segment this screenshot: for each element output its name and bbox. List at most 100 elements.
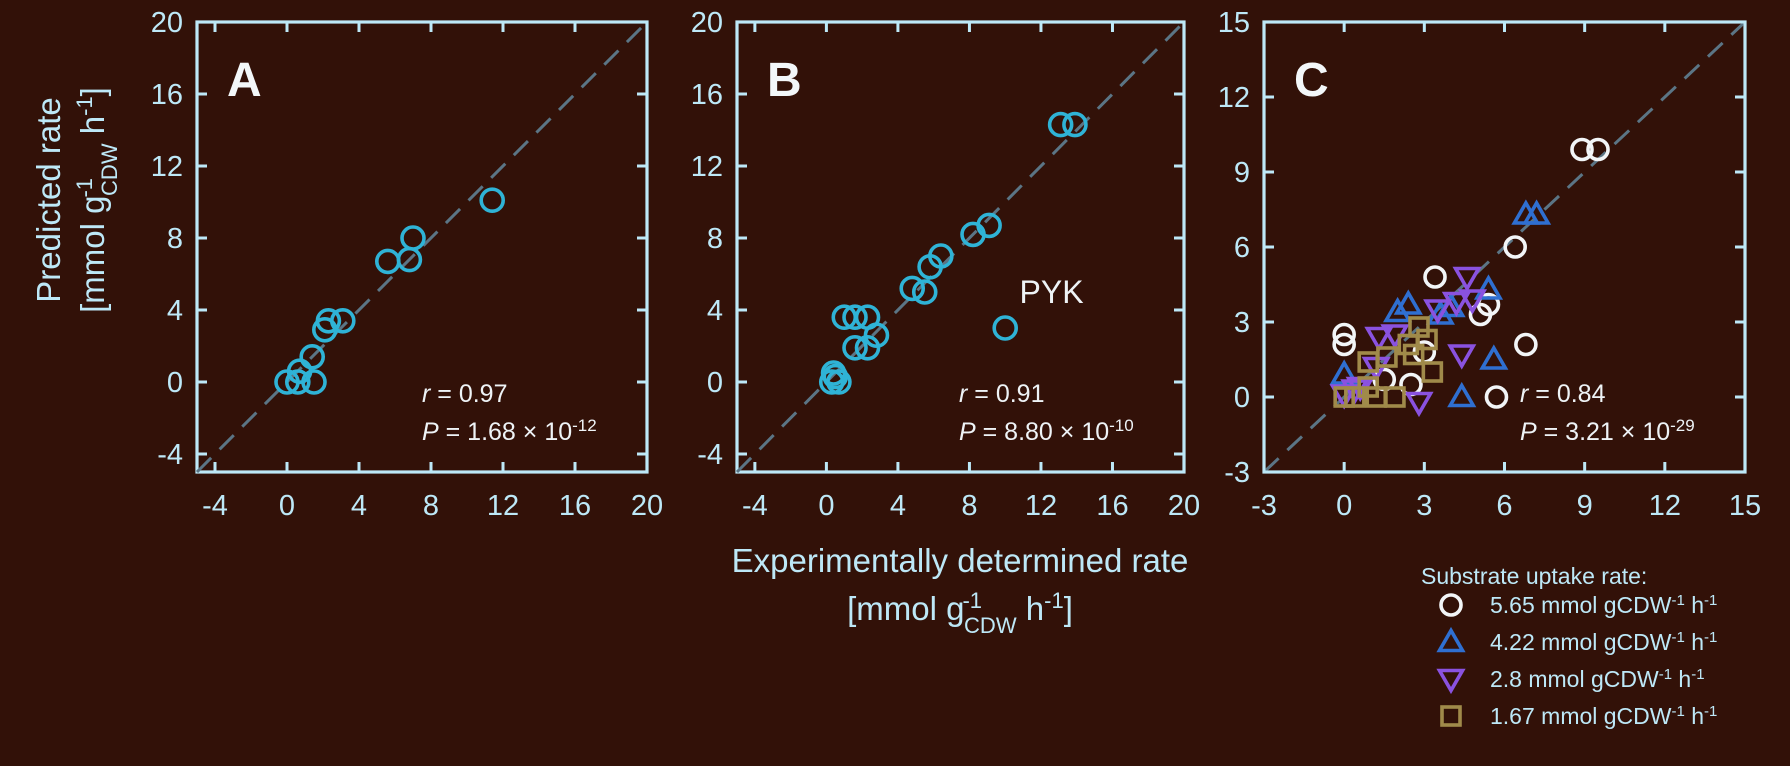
y-axis-unit-sup1: -1: [72, 178, 97, 198]
x-axis-unit-sup1: -1: [962, 588, 982, 613]
data-point: [374, 248, 401, 275]
data-point: [842, 304, 868, 331]
data-point: [1484, 385, 1509, 409]
x-tick-label: 16: [1096, 490, 1128, 522]
y-tick-label: -4: [157, 439, 183, 471]
data-point: [1476, 292, 1501, 317]
svg-text:Experimentally determined rate: Experimentally determined rate: [732, 542, 1189, 579]
legend-entry: 1.67 mmol gCDW-1 h-1: [1440, 703, 1717, 729]
x-tick-label: 4: [351, 490, 367, 522]
y-tick-label: 20: [691, 7, 723, 39]
x-tick-label: -3: [1251, 490, 1277, 522]
data-point: [842, 334, 868, 361]
panel-letter: B: [767, 54, 802, 107]
y-tick-label: 4: [707, 295, 723, 327]
x-tick-label: 12: [1649, 490, 1681, 522]
legend-entry: 5.65 mmol gCDW-1 h-1: [1439, 592, 1717, 619]
identity-line: [195, 20, 649, 474]
y-tick-label: 4: [167, 295, 183, 327]
legend-marker: [1439, 593, 1463, 617]
legend-marker: [1436, 626, 1466, 653]
svg-text:[mmol g-1CDW h-1]: [mmol g-1CDW h-1]: [72, 87, 122, 313]
x-axis-unit-close: ]: [1064, 590, 1073, 627]
data-point: [284, 369, 311, 395]
y-tick-label: 8: [167, 223, 183, 255]
x-tick-label: 9: [1577, 490, 1593, 522]
series-circle: [1332, 137, 1610, 409]
data-point: [1447, 344, 1477, 370]
y-tick-label: -4: [697, 439, 723, 471]
data-point: [1441, 291, 1472, 318]
series-square: [1333, 316, 1444, 408]
data-point: [1382, 296, 1413, 323]
legend-label: 5.65 mmol gCDW-1 h-1: [1490, 592, 1717, 619]
data-point: [1423, 265, 1447, 289]
svg-text:[mmol g-1CDW h-1]: [mmol g-1CDW h-1]: [847, 588, 1073, 638]
series-triangle-down: [1329, 266, 1488, 418]
panel-b: -4 0 4 8 12 16 20 -4 0 4 8 12 16 20 Br = 0.91 P = 8.80 …: [691, 7, 1200, 522]
data-point: [1452, 266, 1482, 293]
data-point: [1514, 332, 1538, 357]
data-point: [286, 358, 313, 385]
data-point: [863, 322, 890, 349]
y-tick-label: 15: [1218, 7, 1250, 39]
panels: -4 0 4 8 12 16 20 -4 0 4 8 12 16 20 Ar = 0.97 P = 1.68 …: [151, 7, 1761, 522]
data-point: [1570, 137, 1594, 162]
x-tick-label: 6: [1496, 490, 1512, 522]
data-point: [329, 307, 356, 334]
y-tick-label: 0: [167, 367, 183, 399]
point-annotation: PYK: [1020, 274, 1084, 310]
panel-c: -3 0 3 6 9 12 15 -3 0 3 6 9 12 15 Cr = 0.84 P = 3.21 × …: [1218, 7, 1761, 522]
legend-title: Substrate uptake rate:: [1421, 563, 1647, 589]
x-tick-label: 4: [890, 490, 906, 522]
plot-frame: [195, 20, 649, 474]
y-tick-label: 6: [1234, 232, 1250, 264]
data-point: [1332, 322, 1356, 347]
y-axis-title-line1: Predicted rate: [30, 97, 67, 302]
data-point: [820, 360, 847, 386]
data-point: [479, 187, 506, 213]
data-point: [1364, 326, 1394, 353]
x-axis-unit-sup2: -1: [1044, 588, 1064, 613]
data-point: [1447, 381, 1477, 408]
y-tick-label: 3: [1234, 307, 1250, 339]
y-axis-unit-open: [mmol g: [74, 196, 111, 313]
data-point: [928, 243, 954, 269]
legend-entries: 5.65 mmol gCDW-1 h-1 4.22 mmol gCDW-1 h-1…: [1436, 592, 1717, 729]
legend-label: 4.22 mmol gCDW-1 h-1: [1490, 629, 1717, 656]
p-statistic: P = 1.68 × 10-12: [422, 416, 597, 447]
x-tick-label: 3: [1416, 490, 1432, 522]
y-axis-unit-sup2: -1: [72, 96, 97, 116]
data-point: [315, 307, 342, 334]
data-point: [818, 369, 845, 395]
x-tick-label: 12: [487, 490, 519, 522]
y-axis-unit-close: ]: [74, 87, 111, 96]
x-tick-label: 15: [1729, 490, 1761, 522]
y-tick-label: 16: [151, 79, 183, 111]
data-point: [992, 315, 1019, 341]
data-point: [299, 343, 326, 370]
x-tick-label: -4: [742, 490, 768, 522]
r-statistic: r = 0.84: [1520, 380, 1606, 408]
y-tick-label: 20: [151, 7, 183, 39]
x-tick-label: 0: [279, 490, 295, 522]
x-axis-title-line1: Experimentally determined rate: [732, 542, 1189, 579]
y-tick-label: 12: [1218, 82, 1250, 114]
data-point: [1423, 299, 1453, 325]
y-tick-label: 12: [151, 151, 183, 183]
series-circle: [274, 187, 506, 395]
data-point: [1332, 332, 1356, 357]
y-tick-label: 9: [1234, 157, 1250, 189]
data-point: [1479, 344, 1509, 370]
data-point: [1047, 111, 1074, 138]
x-tick-label: 20: [631, 490, 663, 522]
r-statistic: r = 0.97: [422, 380, 507, 408]
data-point: [1404, 391, 1434, 418]
y-axis-unit-sub: CDW: [97, 143, 122, 196]
p-statistic: P = 8.80 × 10-10: [959, 416, 1134, 447]
legend-marker: [1440, 705, 1462, 727]
x-axis-unit-h: h: [1017, 590, 1045, 627]
data-point: [1402, 343, 1425, 366]
x-tick-label: 0: [818, 490, 834, 522]
data-point: [1473, 274, 1504, 300]
